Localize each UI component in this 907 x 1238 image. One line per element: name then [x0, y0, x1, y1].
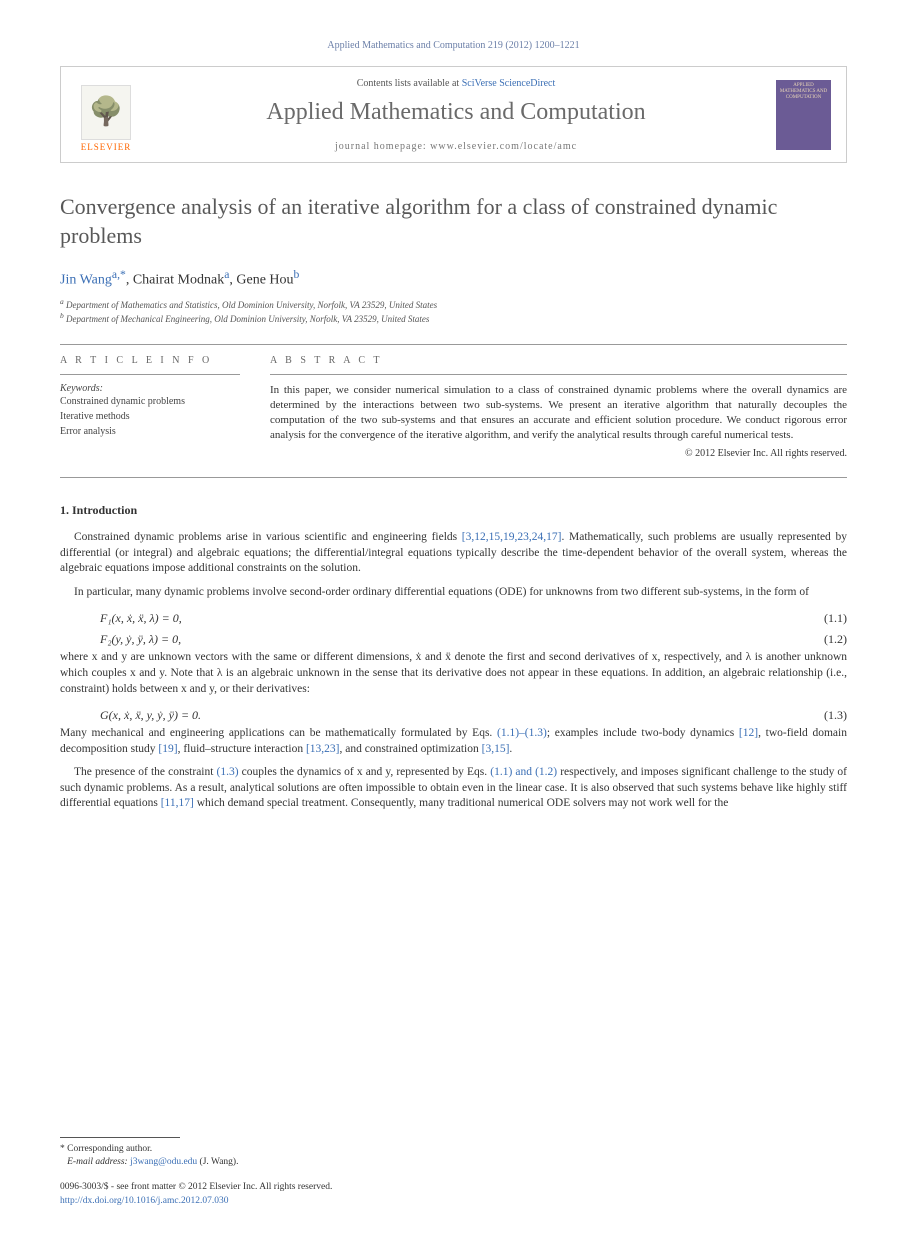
homepage-line: journal homepage: www.elsevier.com/locat…: [151, 141, 761, 152]
cite-link-4[interactable]: [13,23]: [306, 743, 340, 755]
contents-prefix: Contents lists available at: [357, 78, 462, 89]
doi-link[interactable]: http://dx.doi.org/10.1016/j.amc.2012.07.…: [60, 1196, 228, 1206]
keyword-2: Iterative methods: [60, 409, 240, 424]
homepage-url: www.elsevier.com/locate/amc: [430, 141, 577, 152]
cite-link-6[interactable]: [11,17]: [161, 797, 194, 809]
equation-2: F₂(y, ẏ, ÿ, λ) = 0, (1.2): [60, 629, 847, 650]
eq1-number: (1.1): [824, 611, 847, 626]
author-3: , Gene Hou: [229, 273, 293, 288]
affiliation-b: b Department of Mechanical Engineering, …: [60, 311, 847, 326]
equation-3: G(x, ẋ, ẍ, y, ẏ, ÿ) = 0. (1.3): [60, 705, 847, 726]
eq3-number: (1.3): [824, 708, 847, 723]
divider-top: [60, 344, 847, 345]
divider-bottom: [60, 477, 847, 478]
abstract-text: In this paper, we consider numerical sim…: [270, 383, 847, 442]
eq2-body: F₂(y, ẏ, ÿ, λ) = 0,: [100, 632, 181, 647]
journal-name: Applied Mathematics and Computation: [151, 99, 761, 126]
article-info-label: A R T I C L E I N F O: [60, 355, 240, 366]
email-label: E-mail address:: [67, 1157, 130, 1167]
author-sup-3[interactable]: b: [294, 268, 300, 281]
journal-cover-thumbnail: APPLIED MATHEMATICS AND COMPUTATION: [776, 80, 831, 150]
affiliation-b-text: Department of Mechanical Engineering, Ol…: [66, 314, 429, 324]
sciencedirect-link[interactable]: SciVerse ScienceDirect: [462, 78, 556, 89]
info-abstract-row: A R T I C L E I N F O Keywords: Constrai…: [60, 355, 847, 459]
keywords-label: Keywords:: [60, 383, 240, 394]
email-link[interactable]: j3wang@odu.edu: [130, 1157, 197, 1167]
keyword-1: Constrained dynamic problems: [60, 394, 240, 409]
eq1-body: F₁(x, ẋ, ẍ, λ) = 0,: [100, 611, 182, 626]
eq-ref-1[interactable]: (1.1)–(1.3): [497, 727, 547, 739]
equation-1: F₁(x, ẋ, ẍ, λ) = 0, (1.1): [60, 608, 847, 629]
paragraph-1: Constrained dynamic problems arise in va…: [60, 530, 847, 577]
author-sup-1[interactable]: a,*: [112, 268, 126, 281]
cite-link-2[interactable]: [12]: [739, 727, 758, 739]
info-divider: [60, 374, 240, 375]
elsevier-label: ELSEVIER: [81, 142, 132, 152]
affiliation-a-text: Department of Mathematics and Statistics…: [66, 300, 437, 310]
homepage-prefix: journal homepage:: [335, 141, 430, 152]
email-suffix: (J. Wang).: [197, 1157, 238, 1167]
para4-f: .: [509, 743, 512, 755]
abstract-label: A B S T R A C T: [270, 355, 847, 366]
paragraph-5: The presence of the constraint (1.3) cou…: [60, 765, 847, 812]
eq2-number: (1.2): [824, 632, 847, 647]
para5-a: The presence of the constraint: [74, 766, 217, 778]
author-2: , Chairat Modnak: [126, 273, 224, 288]
keyword-3: Error analysis: [60, 424, 240, 439]
eq3-body: G(x, ẋ, ẍ, y, ẏ, ÿ) = 0.: [100, 708, 201, 723]
para5-b: couples the dynamics of x and y, represe…: [239, 766, 491, 778]
email-line: E-mail address: j3wang@odu.edu (J. Wang)…: [60, 1156, 847, 1169]
intro-heading: 1. Introduction: [60, 503, 847, 518]
paragraph-3: where x and y are unknown vectors with t…: [60, 650, 847, 697]
cite-link-1[interactable]: [3,12,15,19,23,24,17]: [462, 531, 562, 543]
abstract-copyright: © 2012 Elsevier Inc. All rights reserved…: [270, 448, 847, 459]
cite-link-3[interactable]: [19]: [158, 743, 177, 755]
elsevier-tree-icon: [81, 85, 131, 140]
issn-line: 0096-3003/$ - see front matter © 2012 El…: [60, 1181, 847, 1194]
header-banner: ELSEVIER Contents lists available at Sci…: [60, 66, 847, 163]
footer: * Corresponding author. E-mail address: …: [60, 1137, 847, 1208]
para4-e: , and constrained optimization: [340, 743, 482, 755]
para4-a: Many mechanical and engineering applicat…: [60, 727, 497, 739]
para4-d: , fluid–structure interaction: [178, 743, 306, 755]
author-link-1[interactable]: Jin Wang: [60, 273, 112, 288]
para1-a: Constrained dynamic problems arise in va…: [74, 531, 462, 543]
abstract-divider: [270, 374, 847, 375]
affiliation-a: a Department of Mathematics and Statisti…: [60, 297, 847, 312]
journal-reference: Applied Mathematics and Computation 219 …: [60, 40, 847, 51]
header-center: Contents lists available at SciVerse Sci…: [151, 78, 761, 152]
para5-d: which demand special treatment. Conseque…: [194, 797, 729, 809]
article-info-column: A R T I C L E I N F O Keywords: Constrai…: [60, 355, 240, 459]
para4-b: ; examples include two-body dynamics: [547, 727, 739, 739]
paragraph-2: In particular, many dynamic problems inv…: [60, 585, 847, 601]
eq-ref-3[interactable]: (1.1) and (1.2): [490, 766, 557, 778]
article-title: Convergence analysis of an iterative alg…: [60, 193, 847, 250]
author-list: Jin Wanga,*, Chairat Modnaka, Gene Houb: [60, 268, 847, 289]
cite-link-5[interactable]: [3,15]: [482, 743, 510, 755]
abstract-column: A B S T R A C T In this paper, we consid…: [270, 355, 847, 459]
footnote-divider: [60, 1137, 180, 1138]
paragraph-4: Many mechanical and engineering applicat…: [60, 726, 847, 757]
elsevier-logo: ELSEVIER: [76, 77, 136, 152]
contents-line: Contents lists available at SciVerse Sci…: [151, 78, 761, 89]
doi-block: 0096-3003/$ - see front matter © 2012 El…: [60, 1181, 847, 1208]
eq-ref-2[interactable]: (1.3): [217, 766, 239, 778]
corresponding-author: * Corresponding author.: [60, 1143, 847, 1156]
